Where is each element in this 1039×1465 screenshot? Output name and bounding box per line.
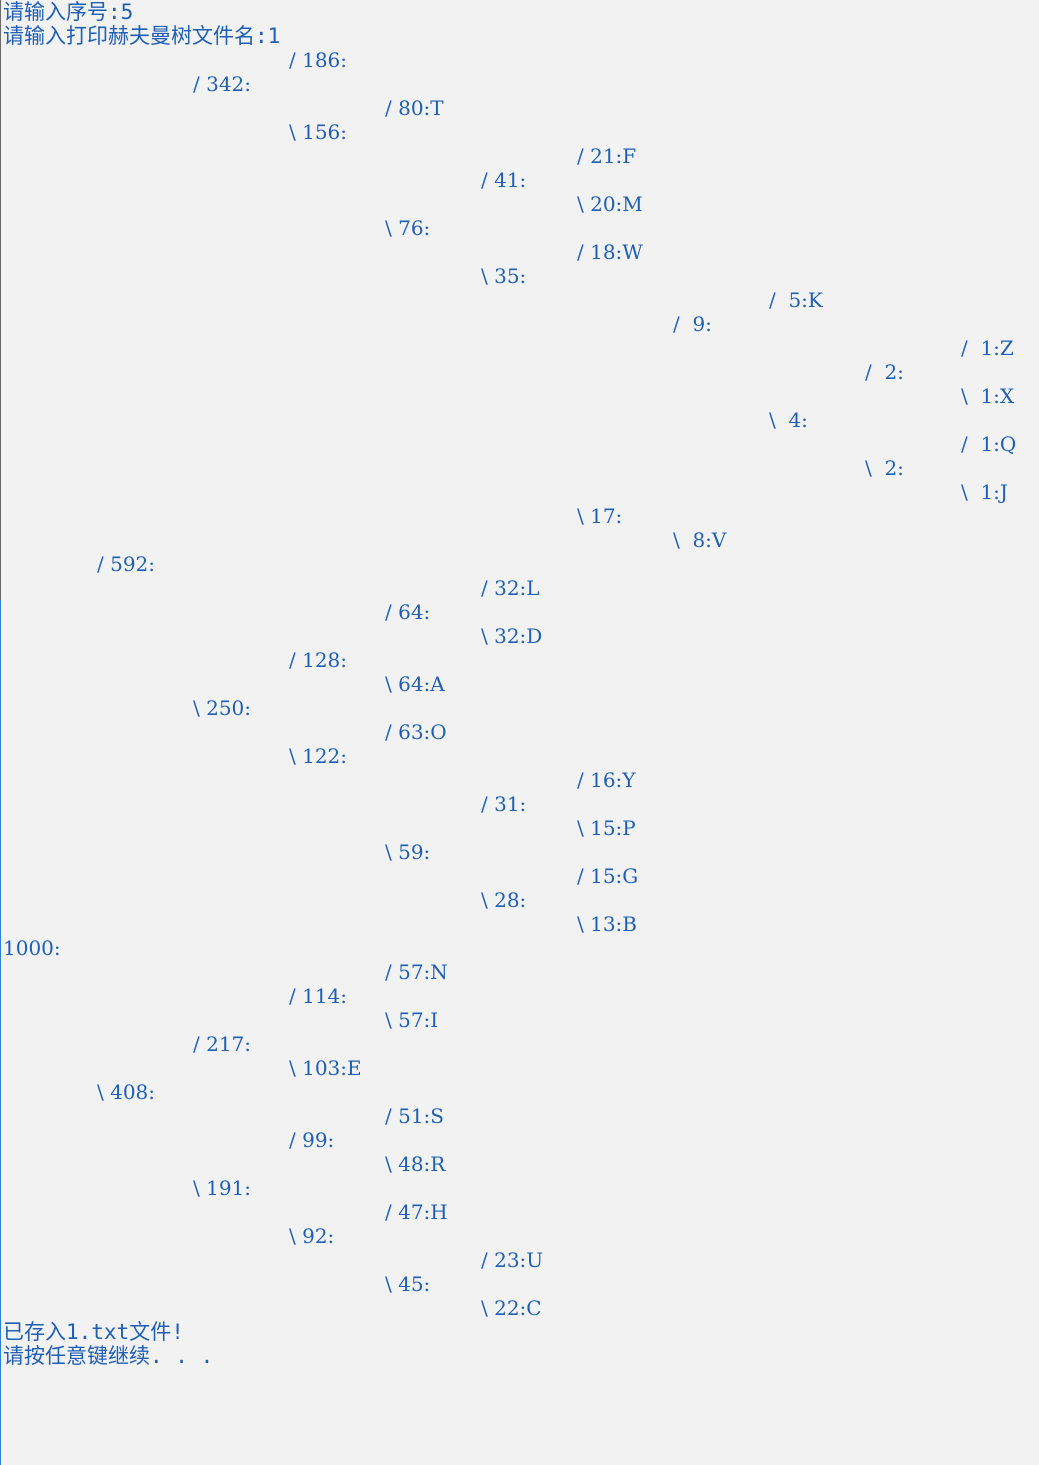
tree-line: / 217: xyxy=(193,1032,252,1056)
tree-line: \ 13:B xyxy=(577,912,637,936)
tree-line: / 99: xyxy=(289,1128,335,1152)
tree-root: 1000: xyxy=(3,936,61,960)
tree-line: / 16:Y xyxy=(577,768,636,792)
tree-line: \ 17: xyxy=(577,504,623,528)
tree-line: / 32:L xyxy=(481,576,540,600)
tree-line: \ 59: xyxy=(385,840,431,864)
tree-line: / 5:K xyxy=(769,288,823,312)
tree-line: / 21:F xyxy=(577,144,637,168)
tree-line: \ 8:V xyxy=(673,528,727,552)
tree-line: / 23:U xyxy=(481,1248,544,1272)
prompt-filename: 请输入打印赫夫曼树文件名:1 xyxy=(3,24,281,48)
tree-line: / 51:S xyxy=(385,1104,444,1128)
tree-line: \ 122: xyxy=(289,744,348,768)
tree-line: / 592: xyxy=(97,552,156,576)
tree-line: \ 4: xyxy=(769,408,808,432)
tree-line: / 64: xyxy=(385,600,431,624)
tree-line: \ 32:D xyxy=(481,624,543,648)
tree-line: \ 28: xyxy=(481,888,527,912)
tree-line: / 80:T xyxy=(385,96,444,120)
tree-line: \ 76: xyxy=(385,216,431,240)
tree-line: / 1:Z xyxy=(961,336,1014,360)
tree-line: \ 35: xyxy=(481,264,527,288)
tree-line: \ 408: xyxy=(97,1080,156,1104)
tree-line: \ 57:I xyxy=(385,1008,439,1032)
tree-line: \ 92: xyxy=(289,1224,335,1248)
tree-line: \ 250: xyxy=(193,696,252,720)
tree-line: / 57:N xyxy=(385,960,448,984)
tree-line: \ 15:P xyxy=(577,816,636,840)
tree-line: / 342: xyxy=(193,72,252,96)
tree-line: / 63:O xyxy=(385,720,447,744)
tree-line: \ 1:J xyxy=(961,480,1008,504)
tree-line: / 47:H xyxy=(385,1200,448,1224)
tree-line: / 114: xyxy=(289,984,348,1008)
tree-line: \ 48:R xyxy=(385,1152,446,1176)
continue-prompt: 请按任意键继续. . . xyxy=(3,1344,214,1368)
tree-line: / 9: xyxy=(673,312,712,336)
prompt-index: 请输入序号:5 xyxy=(3,0,134,24)
tree-line: \ 1:X xyxy=(961,384,1015,408)
tree-line: \ 2: xyxy=(865,456,904,480)
tree-line: / 15:G xyxy=(577,864,639,888)
tree-line: \ 64:A xyxy=(385,672,445,696)
tree-line: / 31: xyxy=(481,792,527,816)
tree-line: \ 103:E xyxy=(289,1056,362,1080)
tree-line: / 2: xyxy=(865,360,904,384)
tree-line: \ 156: xyxy=(289,120,348,144)
tree-line: / 128: xyxy=(289,648,348,672)
tree-line: \ 22:C xyxy=(481,1296,542,1320)
saved-message: 已存入1.txt文件! xyxy=(3,1320,184,1344)
tree-line: / 18:W xyxy=(577,240,643,264)
tree-line: \ 45: xyxy=(385,1272,431,1296)
tree-line: / 1:Q xyxy=(961,432,1017,456)
tree-line: / 41: xyxy=(481,168,527,192)
tree-line: \ 191: xyxy=(193,1176,252,1200)
tree-line: \ 20:M xyxy=(577,192,643,216)
tree-line: / 186: xyxy=(289,48,348,72)
